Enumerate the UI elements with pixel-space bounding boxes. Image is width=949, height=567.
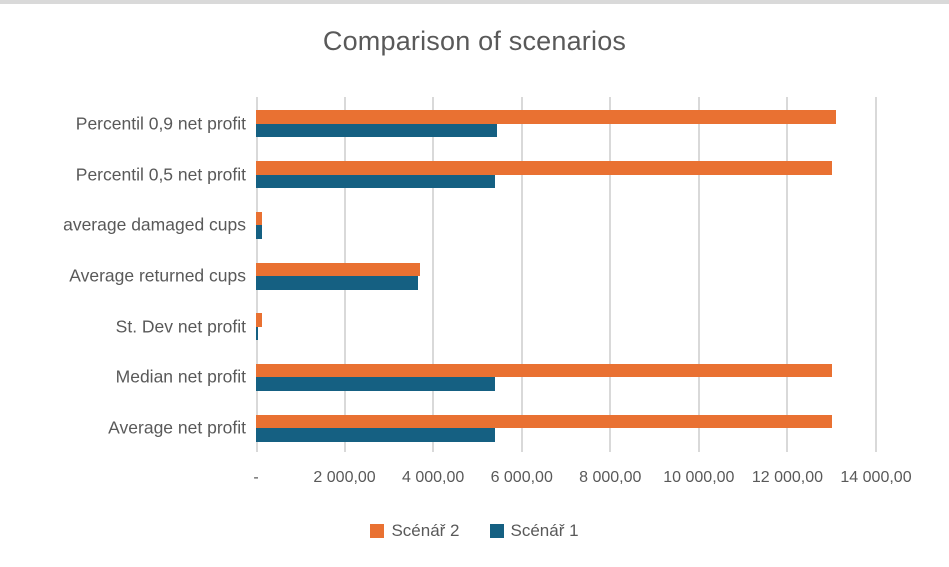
bar-sc-n-2[interactable] xyxy=(256,414,832,429)
legend-item-sc-n-1[interactable]: Scénář 1 xyxy=(489,521,579,541)
x-tick-label: 4 000,00 xyxy=(402,469,465,486)
legend-swatch-icon xyxy=(370,524,385,538)
gridline xyxy=(697,97,700,452)
gridline xyxy=(875,97,877,452)
x-tick-label: - xyxy=(253,469,259,486)
legend-label: Scénář 2 xyxy=(391,521,460,540)
bar-sc-n-1[interactable] xyxy=(256,123,498,138)
category-label: Average net profit xyxy=(108,417,246,438)
bar-sc-n-1[interactable] xyxy=(256,326,258,341)
category-label: St. Dev net profit xyxy=(115,316,246,337)
bar-sc-n-1[interactable] xyxy=(256,428,496,442)
x-tick-label: 8 000,00 xyxy=(579,469,642,486)
bar-sc-n-2[interactable] xyxy=(256,211,262,226)
category-label: Percentil 0,5 net profit xyxy=(75,164,246,185)
bar-sc-n-1[interactable] xyxy=(256,377,496,391)
legend-item-sc-n-2[interactable]: Scénář 2 xyxy=(370,521,460,541)
x-tick-label: 2 000,00 xyxy=(313,469,376,486)
legend-label: Scénář 1 xyxy=(510,521,579,540)
x-tick-label: 10 000,00 xyxy=(663,469,735,486)
bar-sc-n-1[interactable] xyxy=(256,276,418,290)
bar-sc-n-2[interactable] xyxy=(256,363,832,378)
chart-title: Comparison of scenarios xyxy=(322,26,627,56)
x-tick-label: 12 000,00 xyxy=(751,469,824,486)
category-label: average damaged cups xyxy=(63,214,246,235)
category-label: Median net profit xyxy=(115,366,246,387)
bar-sc-n-2[interactable] xyxy=(256,262,420,276)
legend-swatch-icon xyxy=(489,524,504,538)
x-tick-label: 6 000,00 xyxy=(490,469,553,486)
bar-sc-n-1[interactable] xyxy=(256,174,496,189)
bar-sc-n-1[interactable] xyxy=(256,225,262,239)
category-label: Average returned cups xyxy=(69,265,246,286)
window-top-border xyxy=(0,0,949,4)
gridline xyxy=(520,97,523,452)
bar-sc-n-2[interactable] xyxy=(256,110,837,124)
gridline xyxy=(432,97,435,452)
legend: Scénář 2 Scénář 1 xyxy=(0,521,949,541)
category-label: Percentil 0,9 net profit xyxy=(75,113,246,134)
plot-area xyxy=(256,97,877,452)
x-tick-label: 14 000,00 xyxy=(840,469,912,486)
gridline xyxy=(609,97,612,452)
gridline xyxy=(786,97,789,452)
bar-sc-n-2[interactable] xyxy=(256,161,832,175)
bar-sc-n-2[interactable] xyxy=(256,313,262,327)
